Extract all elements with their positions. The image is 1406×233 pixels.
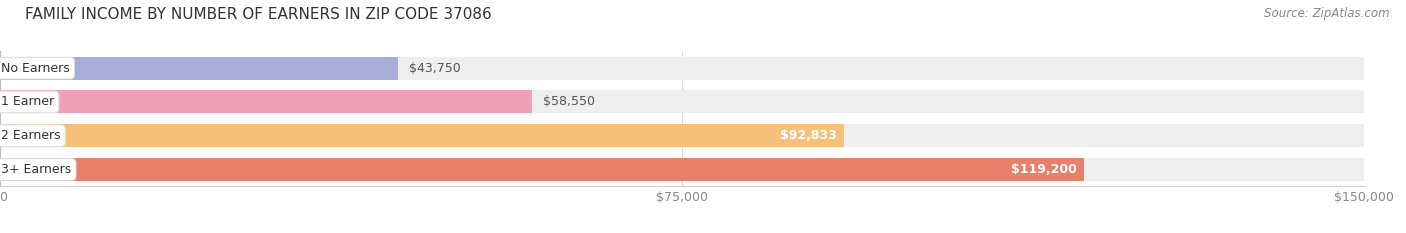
- Bar: [0, 57, 1364, 80]
- Bar: [0, 124, 1364, 147]
- Bar: [0, 158, 1084, 181]
- Text: $43,750: $43,750: [409, 62, 460, 75]
- Text: No Earners: No Earners: [1, 62, 70, 75]
- Text: 3+ Earners: 3+ Earners: [1, 163, 72, 176]
- Text: $119,200: $119,200: [1011, 163, 1077, 176]
- Bar: [0, 57, 398, 80]
- Text: 1 Earner: 1 Earner: [1, 96, 55, 108]
- Bar: [0, 158, 1364, 181]
- Bar: [0, 90, 533, 113]
- Text: $92,833: $92,833: [780, 129, 837, 142]
- Text: $58,550: $58,550: [543, 96, 595, 108]
- Text: 2 Earners: 2 Earners: [1, 129, 60, 142]
- Bar: [0, 124, 844, 147]
- Text: Source: ZipAtlas.com: Source: ZipAtlas.com: [1264, 7, 1389, 20]
- Bar: [0, 90, 1364, 113]
- Text: FAMILY INCOME BY NUMBER OF EARNERS IN ZIP CODE 37086: FAMILY INCOME BY NUMBER OF EARNERS IN ZI…: [25, 7, 492, 22]
